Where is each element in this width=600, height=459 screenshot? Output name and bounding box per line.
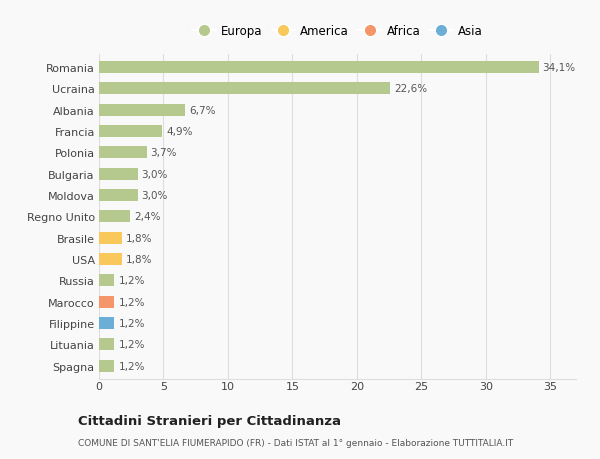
Text: 3,0%: 3,0% <box>142 190 168 201</box>
Text: 1,2%: 1,2% <box>118 319 145 328</box>
Text: 1,8%: 1,8% <box>126 254 152 264</box>
Text: 6,7%: 6,7% <box>189 106 216 115</box>
Bar <box>99 232 122 244</box>
Bar <box>99 211 130 223</box>
Text: 3,7%: 3,7% <box>151 148 177 158</box>
Text: 4,9%: 4,9% <box>166 127 193 137</box>
Text: 2,4%: 2,4% <box>134 212 160 222</box>
Bar <box>99 126 162 138</box>
Text: COMUNE DI SANT'ELIA FIUMERAPIDO (FR) - Dati ISTAT al 1° gennaio - Elaborazione T: COMUNE DI SANT'ELIA FIUMERAPIDO (FR) - D… <box>78 438 513 447</box>
Text: 1,2%: 1,2% <box>118 297 145 307</box>
Bar <box>99 105 185 116</box>
Bar <box>99 147 146 159</box>
Text: 1,2%: 1,2% <box>118 276 145 286</box>
Bar <box>99 190 137 202</box>
Text: 22,6%: 22,6% <box>394 84 427 94</box>
Bar <box>99 275 115 286</box>
Text: 34,1%: 34,1% <box>542 63 575 73</box>
Bar <box>99 168 137 180</box>
Bar <box>99 62 539 74</box>
Bar <box>99 339 115 351</box>
Bar <box>99 254 122 265</box>
Legend: Europa, America, Africa, Asia: Europa, America, Africa, Asia <box>192 25 483 39</box>
Bar <box>99 360 115 372</box>
Text: 1,2%: 1,2% <box>118 340 145 350</box>
Bar <box>99 318 115 329</box>
Text: Cittadini Stranieri per Cittadinanza: Cittadini Stranieri per Cittadinanza <box>78 414 341 428</box>
Bar <box>99 83 391 95</box>
Text: 1,8%: 1,8% <box>126 233 152 243</box>
Bar <box>99 296 115 308</box>
Text: 1,2%: 1,2% <box>118 361 145 371</box>
Text: 3,0%: 3,0% <box>142 169 168 179</box>
